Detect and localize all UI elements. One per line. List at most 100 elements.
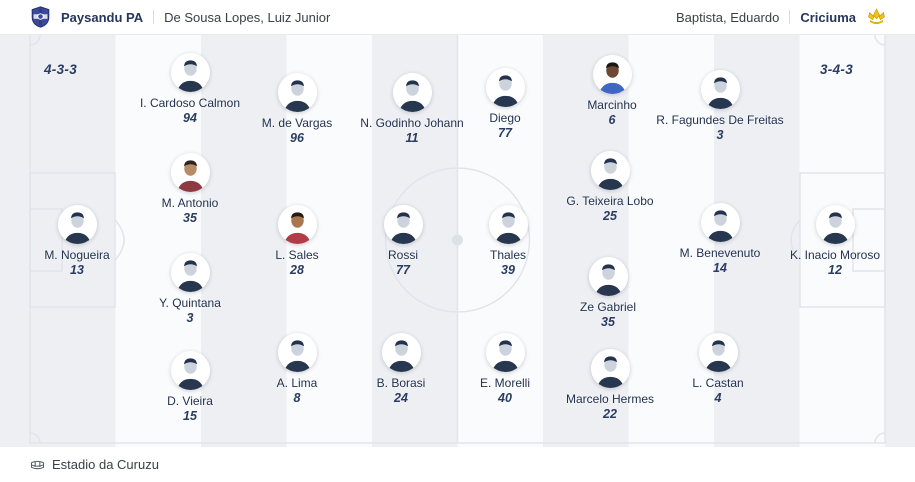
player-avatar-icon [700,203,740,242]
player-name: Y. Quintana [159,296,221,310]
player-name: M. Benevenuto [679,246,761,260]
player[interactable]: A. Lima 8 [212,333,382,405]
player[interactable]: I. Cardoso Calmon 94 [105,53,275,125]
player[interactable]: G. Teixeira Lobo 25 [525,151,695,223]
player-avatar-icon [815,205,855,244]
player[interactable]: Thales 39 [423,205,593,277]
away-coach-name: Baptista, Eduardo [676,9,780,25]
header-divider [789,10,791,24]
stadium-icon [30,458,45,471]
player-number: 35 [601,315,615,329]
footer: Estadio da Curuzu [0,447,915,482]
player-number: 3 [716,128,724,142]
player-avatar-icon [488,205,528,244]
paysandu-crest-icon[interactable] [30,6,51,28]
player-name: M. Nogueira [44,248,110,262]
player[interactable]: Y. Quintana 3 [105,253,275,325]
player-avatar-icon [590,349,630,388]
player-number: 15 [183,409,197,423]
player-avatar-icon [277,333,317,372]
away-formation-label: 3-4-3 [820,62,854,77]
player-number: 94 [183,111,197,125]
player[interactable]: Ze Gabriel 35 [523,257,693,329]
player-name: M. de Vargas [261,116,333,130]
player[interactable]: Marcelo Hermes 22 [525,349,695,421]
player-number: 4 [714,391,722,405]
player[interactable]: M. Benevenuto 14 [635,203,805,275]
player[interactable]: Marcinho 6 [527,55,697,127]
player-number: 13 [70,263,84,277]
home-team-header: Paysandu PA De Sousa Lopes, Luiz Junior [30,6,330,28]
player[interactable]: E. Morelli 40 [420,333,590,405]
player-number: 28 [290,263,304,277]
player-avatar-icon [588,257,628,296]
home-coach-name: De Sousa Lopes, Luiz Junior [164,9,331,25]
player[interactable]: N. Godinho Johann 11 [327,73,497,145]
player-name: M. Antonio [161,196,219,210]
player[interactable]: Diego 77 [420,68,590,140]
player[interactable]: M. Antonio 35 [105,153,275,225]
player-number: 40 [498,391,512,405]
player-name: L. Sales [275,248,319,262]
player[interactable]: K. Inacio Moroso 12 [750,205,915,277]
player[interactable]: D. Vieira 15 [105,351,275,423]
player-name: Marcinho [587,98,637,112]
player[interactable]: M. de Vargas 96 [212,73,382,145]
player-avatar-icon [485,68,525,107]
player-avatar-icon [392,73,432,112]
player-number: 22 [603,407,617,421]
player-number: 39 [501,263,515,277]
pitch-markings [29,35,886,444]
player-name: E. Morelli [479,376,530,390]
player-name: Ze Gabriel [579,300,637,314]
home-formation-label: 4-3-3 [44,62,78,77]
pitch: 4-3-3 3-4-3 M. Nogueira 13 I. Cardoso Ca… [0,35,915,447]
header: Paysandu PA De Sousa Lopes, Luiz Junior … [0,0,915,35]
player-avatar-icon [485,333,525,372]
player-number: 14 [713,261,727,275]
player-number: 96 [290,131,304,145]
player-name: L. Castan [692,376,744,390]
player-avatar-icon [57,205,97,244]
player[interactable]: L. Castan 4 [633,333,803,405]
player-avatar-icon [277,205,317,244]
player-name: B. Borasi [376,376,426,390]
player-name: Rossi [387,248,418,262]
player[interactable]: Rossi 77 [318,205,488,277]
player-avatar-icon [590,151,630,190]
home-team-name[interactable]: Paysandu PA [61,9,144,25]
player[interactable]: L. Sales 28 [212,205,382,277]
player-name: Marcelo Hermes [565,392,655,406]
player-avatar-icon [700,70,740,109]
player-number: 8 [293,391,301,405]
player-avatar-icon [170,153,210,192]
player-name: N. Godinho Johann [360,116,464,130]
player-number: 77 [498,126,512,140]
player-name: R. Fagundes De Freitas [656,113,784,127]
player-avatar-icon [170,351,210,390]
away-team-header: Baptista, Eduardo Criciuma [676,6,887,28]
player-avatar-icon [698,333,738,372]
player-number: 3 [186,311,194,325]
player-name: Thales [489,248,527,262]
player-number: 24 [394,391,408,405]
player[interactable]: B. Borasi 24 [316,333,486,405]
player-name: K. Inacio Moroso [789,248,881,262]
player-name: D. Vieira [167,394,213,408]
player-avatar-icon [277,73,317,112]
venue-name: Estadio da Curuzu [52,457,159,472]
player-avatar-icon [592,55,632,94]
header-divider [153,10,155,24]
away-team-name[interactable]: Criciuma [800,9,856,25]
player-number: 25 [603,209,617,223]
player-number: 77 [396,263,410,277]
player-number: 12 [828,263,842,277]
player-name: I. Cardoso Calmon [139,96,241,110]
player-name: G. Teixeira Lobo [566,194,654,208]
player-number: 6 [608,113,616,127]
player-number: 11 [405,131,419,145]
criciuma-crest-icon[interactable] [866,6,887,28]
player[interactable]: M. Nogueira 13 [0,205,162,277]
player[interactable]: R. Fagundes De Freitas 3 [635,70,805,142]
